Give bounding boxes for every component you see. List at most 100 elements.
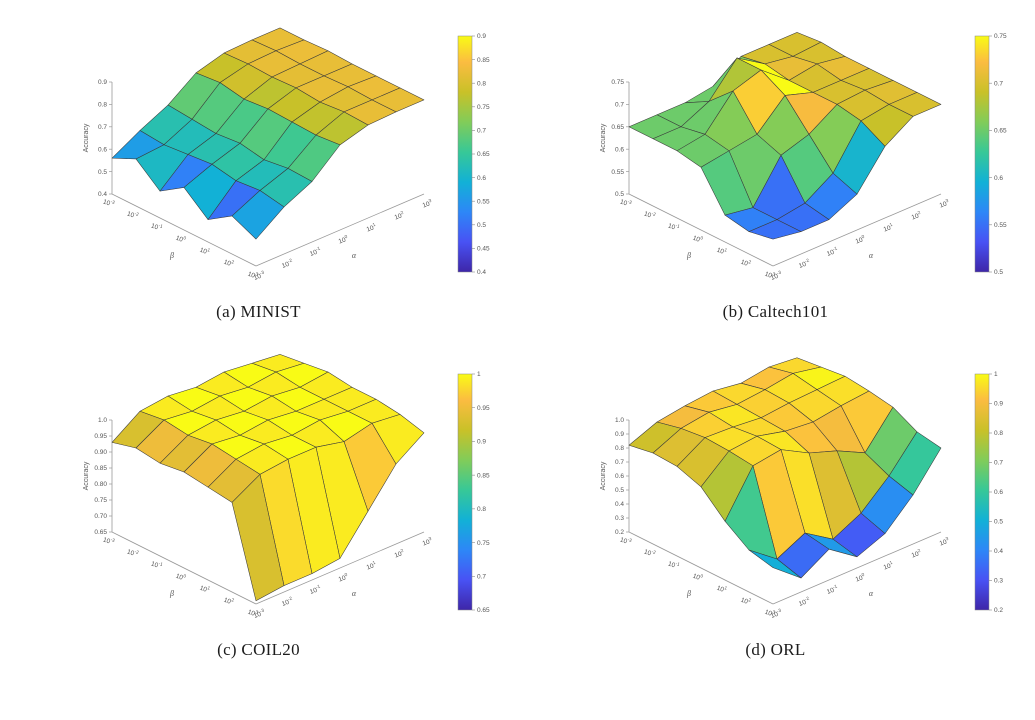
svg-text:0.6: 0.6 (994, 489, 1003, 496)
caption-coil20: (c) COIL20 (217, 640, 300, 659)
svg-text:1: 1 (477, 371, 481, 378)
svg-text:0.85: 0.85 (477, 57, 490, 64)
svg-text:10-3: 10-3 (102, 197, 116, 209)
svg-text:1: 1 (994, 371, 998, 378)
svg-text:10-2: 10-2 (126, 209, 140, 221)
svg-text:0.2: 0.2 (615, 529, 624, 536)
svg-text:10-1: 10-1 (667, 559, 681, 571)
svg-text:0.75: 0.75 (611, 79, 624, 86)
svg-text:103: 103 (938, 536, 951, 548)
panel-orl: 0.2 0.3 0.4 0.5 0.6 0.7 0.8 0.9 1.0 Accuracy 10-3 1… (523, 346, 1028, 660)
svg-text:103: 103 (764, 269, 776, 281)
svg-text:101: 101 (199, 245, 211, 257)
svg-text:0.9: 0.9 (98, 79, 107, 86)
svg-text:0.6: 0.6 (615, 473, 624, 480)
svg-text:0.7: 0.7 (994, 460, 1003, 467)
svg-text:10-2: 10-2 (126, 547, 140, 559)
svg-text:0.6: 0.6 (615, 146, 624, 153)
svg-text:102: 102 (393, 210, 406, 222)
svg-text:10-1: 10-1 (825, 246, 839, 258)
svg-text:0.95: 0.95 (94, 433, 107, 440)
svg-text:10-2: 10-2 (280, 596, 294, 608)
svg-text:0.65: 0.65 (994, 128, 1007, 135)
svg-text:10-3: 10-3 (619, 197, 633, 209)
svg-text:102: 102 (223, 595, 235, 607)
svg-text:0.75: 0.75 (994, 33, 1007, 40)
svg-text:102: 102 (910, 210, 923, 222)
svg-text:0.4: 0.4 (98, 191, 107, 198)
svg-text:β: β (169, 251, 174, 260)
svg-text:10-1: 10-1 (308, 246, 322, 258)
svg-text:0.70: 0.70 (94, 513, 107, 520)
caption-minist: (a) MINIST (216, 302, 301, 321)
svg-text:0.9: 0.9 (615, 431, 624, 438)
svg-text:Accuracy: Accuracy (600, 123, 607, 152)
panel-caltech101: 0.5 0.55 0.6 0.65 0.7 0.75 Accuracy 10-3 10-2 10-… (523, 8, 1028, 322)
svg-text:100: 100 (854, 234, 867, 246)
svg-text:0.6: 0.6 (994, 175, 1003, 182)
svg-text:β: β (686, 589, 691, 598)
svg-text:0.80: 0.80 (94, 481, 107, 488)
svg-text:0.55: 0.55 (477, 198, 490, 205)
svg-text:102: 102 (223, 257, 235, 269)
svg-text:10-2: 10-2 (280, 258, 294, 270)
svg-text:0.55: 0.55 (611, 169, 624, 176)
svg-text:α: α (869, 251, 874, 260)
svg-text:0.75: 0.75 (477, 540, 490, 547)
svg-text:0.6: 0.6 (477, 175, 486, 182)
svg-text:0.9: 0.9 (477, 439, 486, 446)
svg-text:100: 100 (175, 571, 187, 583)
svg-text:0.8: 0.8 (994, 430, 1003, 437)
svg-text:0.8: 0.8 (98, 102, 107, 109)
svg-text:0.65: 0.65 (611, 124, 624, 131)
svg-text:0.7: 0.7 (615, 459, 624, 466)
figure-grid: 0.4 0.5 0.6 0.7 0.8 0.9 Accuracy 10-3 10-2 10-1 10… (6, 8, 1028, 660)
svg-text:10-3: 10-3 (769, 270, 783, 282)
svg-text:0.8: 0.8 (477, 80, 486, 87)
svg-text:Accuracy: Accuracy (83, 461, 90, 490)
svg-text:0.7: 0.7 (994, 80, 1003, 87)
svg-text:10-1: 10-1 (825, 584, 839, 596)
svg-text:100: 100 (337, 234, 350, 246)
svg-text:0.45: 0.45 (477, 246, 490, 253)
svg-text:10-2: 10-2 (797, 596, 811, 608)
svg-text:0.8: 0.8 (615, 445, 624, 452)
svg-text:0.65: 0.65 (477, 151, 490, 158)
svg-text:α: α (352, 251, 357, 260)
svg-text:101: 101 (716, 583, 728, 595)
svg-text:α: α (869, 589, 874, 598)
svg-text:0.90: 0.90 (94, 449, 107, 456)
svg-text:102: 102 (910, 548, 923, 560)
surface-chart-orl: 0.20.30.40.50.60.70.80.91.0Accuracy10-31… (600, 357, 1003, 620)
svg-text:0.7: 0.7 (477, 573, 486, 580)
svg-text:0.75: 0.75 (94, 497, 107, 504)
svg-text:10-3: 10-3 (769, 608, 783, 620)
svg-text:103: 103 (938, 198, 951, 210)
svg-text:10-1: 10-1 (308, 584, 322, 596)
caption-orl: (d) ORL (745, 640, 806, 659)
svg-text:1.0: 1.0 (615, 417, 624, 424)
svg-text:102: 102 (740, 595, 752, 607)
svg-text:100: 100 (692, 571, 704, 583)
svg-text:0.7: 0.7 (98, 124, 107, 131)
svg-text:0.7: 0.7 (477, 128, 486, 135)
svg-text:10-2: 10-2 (797, 258, 811, 270)
svg-text:0.5: 0.5 (994, 269, 1003, 276)
svg-text:β: β (169, 589, 174, 598)
surface-chart-coil20: 0.65 0.70 0.75 0.80 0.85 0.90 0.95 1.0 Accuracy 1… (83, 354, 490, 620)
svg-text:10-1: 10-1 (667, 221, 681, 233)
svg-text:0.9: 0.9 (994, 401, 1003, 408)
svg-text:0.7: 0.7 (615, 102, 624, 109)
svg-text:0.6: 0.6 (98, 146, 107, 153)
svg-text:Accuracy: Accuracy (600, 461, 607, 490)
svg-text:0.5: 0.5 (994, 519, 1003, 526)
svg-text:101: 101 (365, 560, 378, 572)
panel-coil20: 0.65 0.70 0.75 0.80 0.85 0.90 0.95 1.0 Accuracy 1… (6, 346, 511, 660)
svg-text:10-3: 10-3 (619, 535, 633, 547)
svg-text:0.9: 0.9 (477, 33, 486, 40)
surface-chart-minist: 0.4 0.5 0.6 0.7 0.8 0.9 Accuracy 10-3 10-2 10-1 10… (83, 27, 490, 282)
surface-chart-caltech101: 0.5 0.55 0.6 0.65 0.7 0.75 Accuracy 10-3 10-2 10-… (600, 32, 1007, 282)
svg-text:10-2: 10-2 (643, 547, 657, 559)
svg-text:0.5: 0.5 (615, 487, 624, 494)
svg-text:0.65: 0.65 (94, 529, 107, 536)
